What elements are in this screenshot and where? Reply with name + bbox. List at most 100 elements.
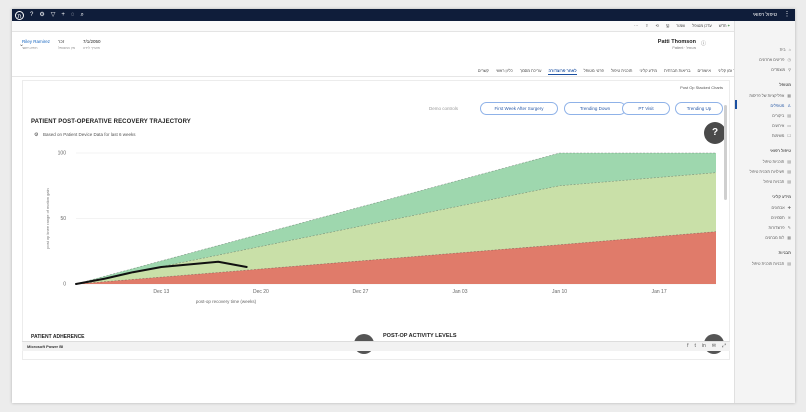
nav-item-19[interactable]: ▤ תבניות תוכנית טיפול xyxy=(752,261,791,266)
help-button[interactable]: ? xyxy=(704,122,726,144)
nav-item-15[interactable]: ≋ תסמינים xyxy=(771,215,791,220)
chart-title: PATIENT POST-OPERATIVE RECOVERY TRAJECTO… xyxy=(31,119,191,125)
nav-item-label: אבחונים xyxy=(771,205,785,210)
nav-item-2[interactable]: ⚲ מוצמדים xyxy=(771,67,791,72)
nav-item-icon: ▤ xyxy=(787,169,791,174)
nav-item-icon: ▭ xyxy=(787,123,791,128)
new-button[interactable]: חדש xyxy=(719,23,730,30)
share-icon[interactable]: ⇪ xyxy=(645,23,649,28)
nav-section-3: מטופל xyxy=(779,82,791,87)
x-tick-label: Jan 10 xyxy=(552,289,567,295)
nav-item-label: תבניות טיפול xyxy=(763,179,785,184)
tab-10[interactable]: קשרים xyxy=(477,68,489,73)
y-tick-label: 0 xyxy=(63,282,66,288)
x-tick-label: Dec 20 xyxy=(253,289,269,295)
nav-item-icon: ◷ xyxy=(787,57,792,62)
band-high xyxy=(76,153,716,284)
top-bar-icons: ת ? ⚙ ▽ + ◌ ⌕ xyxy=(15,10,84,20)
nav-item-11[interactable]: ▤ פעילויות תוכנית טיפול xyxy=(750,169,791,174)
header-field-physician[interactable]: Riley Ramirez רופא ראשי xyxy=(22,39,50,50)
demo-controls-label: Demo controls xyxy=(429,106,459,111)
demo-trending-down-button[interactable]: Trending Down xyxy=(564,102,626,115)
fullscreen-icon[interactable]: ⤢ xyxy=(721,343,726,349)
powerbi-report: 0 50 100 Dec 13 Dec 20 Dec 27 Jan 03 Jan 10 Jan … xyxy=(22,80,730,360)
patient-adherence-title: PATIENT ADHERENCE xyxy=(31,334,85,340)
waffle-menu-icon[interactable]: ⋮ xyxy=(783,11,791,18)
filter-icon[interactable]: ▽ xyxy=(50,12,56,18)
nav-item-label: תוכניות טיפול xyxy=(762,159,785,164)
tab-8[interactable]: עריכת מסמך xyxy=(519,68,542,73)
tab-4[interactable]: מידע קליני xyxy=(639,68,657,73)
save-button[interactable]: שמור xyxy=(676,23,686,28)
nav-item-4[interactable]: ▦ אפליקציות של פריסות xyxy=(749,93,791,98)
physician-value[interactable]: Riley Ramirez xyxy=(22,39,51,44)
help-icon[interactable]: ? xyxy=(30,12,34,18)
nav-item-icon: ▤ xyxy=(787,179,791,184)
app-window: ת ? ⚙ ▽ + ◌ ⌕ טיפול רפואי ⋮ חדש עדכן מטו… xyxy=(12,9,795,403)
tab-2[interactable]: אישורים xyxy=(697,68,711,73)
nav-item-6[interactable]: ▤ ביקורים xyxy=(772,113,791,118)
gender-label: מין המטופל xyxy=(58,46,76,50)
nav-item-label: ביקורים xyxy=(772,113,785,118)
x-axis-label: post-op recovery time (weeks) xyxy=(196,299,257,304)
tab-3[interactable]: בריאות חברתית xyxy=(664,68,691,73)
nav-item-14[interactable]: ✚ אבחונים xyxy=(772,205,791,210)
twitter-icon[interactable]: t xyxy=(694,343,696,349)
nav-item-icon: ⚲ xyxy=(788,67,791,72)
facebook-icon[interactable]: f xyxy=(687,343,689,349)
side-navigation: ⌂ בית ◷ פריטים אחרונים ⚲ מוצמדים מטופל ▦ אפליקצי… xyxy=(734,21,795,403)
save-icon[interactable]: 🖫 xyxy=(665,23,670,28)
nav-item-7[interactable]: ▭ אירועים xyxy=(772,123,791,128)
header-fields: Riley Ramirez רופא ראשי זכר מין המטופל 7… xyxy=(22,39,101,50)
search-icon[interactable]: ⌕ xyxy=(80,12,84,18)
email-icon[interactable]: ✉ xyxy=(711,343,716,349)
update-patient-button[interactable]: עדכן מטופל xyxy=(692,23,712,28)
x-tick-label: Jan 17 xyxy=(652,289,667,295)
nav-item-10[interactable]: ▤ תוכניות טיפול xyxy=(763,159,791,164)
nav-item-12[interactable]: ▤ תבניות טיפול xyxy=(763,179,791,184)
band-low xyxy=(76,231,716,284)
chevron-down-icon[interactable]: ⌄ xyxy=(19,42,25,48)
nav-item-1[interactable]: ◷ פריטים אחרונים xyxy=(759,57,791,62)
app-title[interactable]: טיפול רפואי xyxy=(752,12,777,18)
patient-icon: ⓘ xyxy=(700,41,706,47)
nav-item-0[interactable]: ⌂ בית xyxy=(780,47,791,52)
user-avatar[interactable]: ת xyxy=(15,10,24,20)
tab-1[interactable]: ציר זמן קליני xyxy=(717,68,739,73)
nav-item-16[interactable]: ✎ פרוצדורות xyxy=(769,225,792,230)
tab-5[interactable]: תוכנית טיפול xyxy=(610,68,633,73)
lightbulb-icon[interactable]: ◌ xyxy=(70,12,75,18)
tab-7[interactable]: לאחר פרוצדורה xyxy=(548,68,577,75)
gender-value: זכר xyxy=(58,39,65,44)
header-field-birthdate: 7/1/2050 תאריך לידה xyxy=(83,39,101,50)
linkedin-icon[interactable]: in xyxy=(701,343,706,349)
demo-trending-up-button[interactable]: Trending Up xyxy=(675,102,723,115)
report-corner-title: Post Op Stacked Charts xyxy=(680,85,723,90)
tab-9[interactable]: כליון ראשי xyxy=(495,68,513,73)
y-tick-label: 50 xyxy=(60,216,66,222)
nav-item-label: בית xyxy=(779,47,786,52)
more-commands-icon[interactable]: ⋯ xyxy=(634,23,639,28)
nav-item-5[interactable]: ♙ מטופלים xyxy=(771,103,791,108)
gear-icon[interactable]: ⚙ xyxy=(39,12,45,18)
nav-item-17[interactable]: ▦ לוח מבחנים xyxy=(765,235,791,240)
demo-first-week-button[interactable]: First Week After Surgery xyxy=(480,102,558,115)
tab-divider xyxy=(12,76,734,77)
refresh-icon[interactable]: ⟲ xyxy=(655,23,659,28)
nav-item-label: תסמינים xyxy=(771,215,785,220)
powerbi-label: Microsoft Power BI xyxy=(27,344,64,349)
command-bar: חדש עדכן מטופל שמור 🖫 ⟲ ⇪ ⋯ xyxy=(12,21,734,32)
nav-item-label: אירועים xyxy=(772,123,785,128)
report-scrollbar[interactable] xyxy=(724,105,727,200)
x-tick-label: Dec 13 xyxy=(153,289,169,295)
plus-icon[interactable]: + xyxy=(61,12,65,18)
demo-pt-visit-button[interactable]: PT Visit xyxy=(622,102,670,115)
x-tick-label: Jan 03 xyxy=(452,289,467,295)
nav-item-label: מטופלים xyxy=(770,103,785,108)
nav-item-label: פרוצדורות xyxy=(768,225,785,230)
tab-6[interactable]: פרטי מטופל xyxy=(583,68,604,73)
header-field-gender: זכר מין המטופל xyxy=(58,39,75,50)
nav-item-icon: ☐ xyxy=(787,133,791,138)
nav-item-icon: ▦ xyxy=(787,93,791,98)
nav-item-8[interactable]: ☐ משימות xyxy=(772,133,791,138)
